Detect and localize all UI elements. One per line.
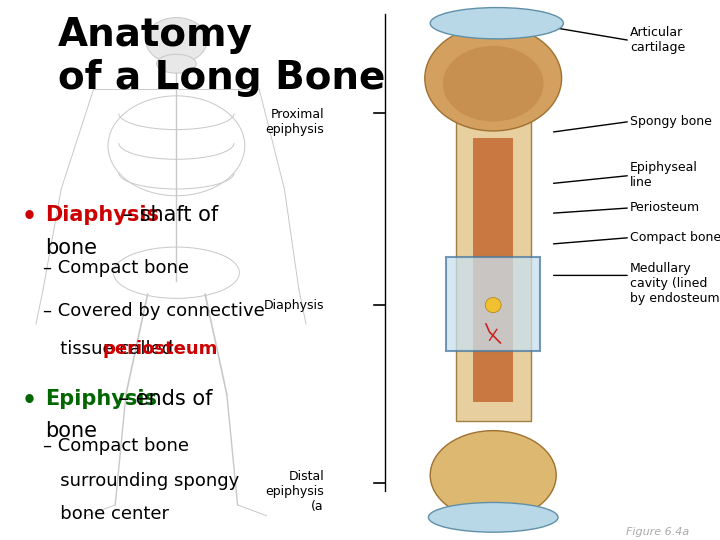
Text: bone: bone <box>45 421 97 441</box>
Bar <box>446 256 540 351</box>
Text: Epiphyseal
line: Epiphyseal line <box>630 161 698 190</box>
Text: Articular
cartilage: Articular cartilage <box>630 26 685 55</box>
Text: periosteum: periosteum <box>102 340 217 358</box>
Text: Epiphysis: Epiphysis <box>45 389 158 409</box>
Text: – Compact bone: – Compact bone <box>43 259 189 277</box>
Text: Figure 6.4a: Figure 6.4a <box>626 527 690 537</box>
Text: surrounding spongy: surrounding spongy <box>43 472 240 490</box>
Text: bone center: bone center <box>43 505 169 523</box>
Bar <box>456 116 531 421</box>
Ellipse shape <box>431 8 564 39</box>
Text: Medullary
cavity (lined
by endosteum): Medullary cavity (lined by endosteum) <box>630 262 720 305</box>
Text: Spongy bone: Spongy bone <box>630 115 712 128</box>
Text: Diaphysis: Diaphysis <box>264 299 324 312</box>
Text: •: • <box>22 389 37 413</box>
Ellipse shape <box>145 17 207 63</box>
Text: Compact bone: Compact bone <box>630 231 720 244</box>
Ellipse shape <box>443 46 544 122</box>
Text: Proximal
epiphysis: Proximal epiphysis <box>265 107 324 136</box>
Text: Diaphysis: Diaphysis <box>45 205 159 225</box>
Text: •: • <box>22 205 37 229</box>
Ellipse shape <box>431 431 557 519</box>
Text: Periosteum: Periosteum <box>630 201 700 214</box>
Text: – ends of: – ends of <box>112 389 213 409</box>
Text: – Compact bone: – Compact bone <box>43 437 189 455</box>
Ellipse shape <box>428 502 558 532</box>
Text: – shaft of: – shaft of <box>116 205 218 225</box>
Text: – Covered by connective: – Covered by connective <box>43 302 265 320</box>
Bar <box>473 138 513 402</box>
Text: tissue called: tissue called <box>43 340 179 358</box>
Text: bone: bone <box>45 238 97 258</box>
Ellipse shape <box>485 298 501 313</box>
Text: Anatomy
of a Long Bone: Anatomy of a Long Bone <box>58 16 385 97</box>
Text: Distal
epiphysis
(a: Distal epiphysis (a <box>265 470 324 513</box>
Ellipse shape <box>157 54 197 73</box>
Ellipse shape <box>425 25 562 131</box>
